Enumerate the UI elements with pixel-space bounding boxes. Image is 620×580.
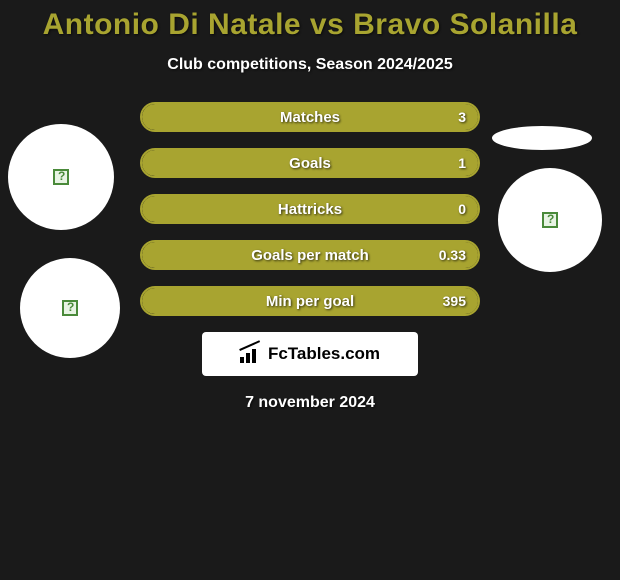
stat-value: 1 — [458, 150, 466, 176]
logo-text: FcTables.com — [268, 344, 380, 364]
image-placeholder-icon — [62, 300, 78, 316]
fctables-logo: FcTables.com — [202, 332, 418, 376]
avatar-player-1 — [8, 124, 114, 230]
decorative-ellipse — [492, 126, 592, 150]
chart-icon — [240, 345, 262, 363]
avatar-player-3 — [498, 168, 602, 272]
stat-row-matches: Matches 3 — [140, 102, 480, 132]
subtitle: Club competitions, Season 2024/2025 — [0, 56, 620, 74]
stat-row-goals: Goals 1 — [140, 148, 480, 178]
stat-row-min-per-goal: Min per goal 395 — [140, 286, 480, 316]
stat-value: 395 — [443, 288, 466, 314]
stat-value: 0.33 — [439, 242, 466, 268]
stat-row-hattricks: Hattricks 0 — [140, 194, 480, 224]
stat-value: 0 — [458, 196, 466, 222]
stat-label: Goals — [142, 150, 478, 176]
page-title: Antonio Di Natale vs Bravo Solanilla — [0, 8, 620, 42]
image-placeholder-icon — [542, 212, 558, 228]
stat-row-goals-per-match: Goals per match 0.33 — [140, 240, 480, 270]
date-text: 7 november 2024 — [0, 394, 620, 412]
stat-label: Min per goal — [142, 288, 478, 314]
image-placeholder-icon — [53, 169, 69, 185]
stat-label: Goals per match — [142, 242, 478, 268]
avatar-player-2 — [20, 258, 120, 358]
stat-label: Hattricks — [142, 196, 478, 222]
stat-value: 3 — [458, 104, 466, 130]
stat-label: Matches — [142, 104, 478, 130]
